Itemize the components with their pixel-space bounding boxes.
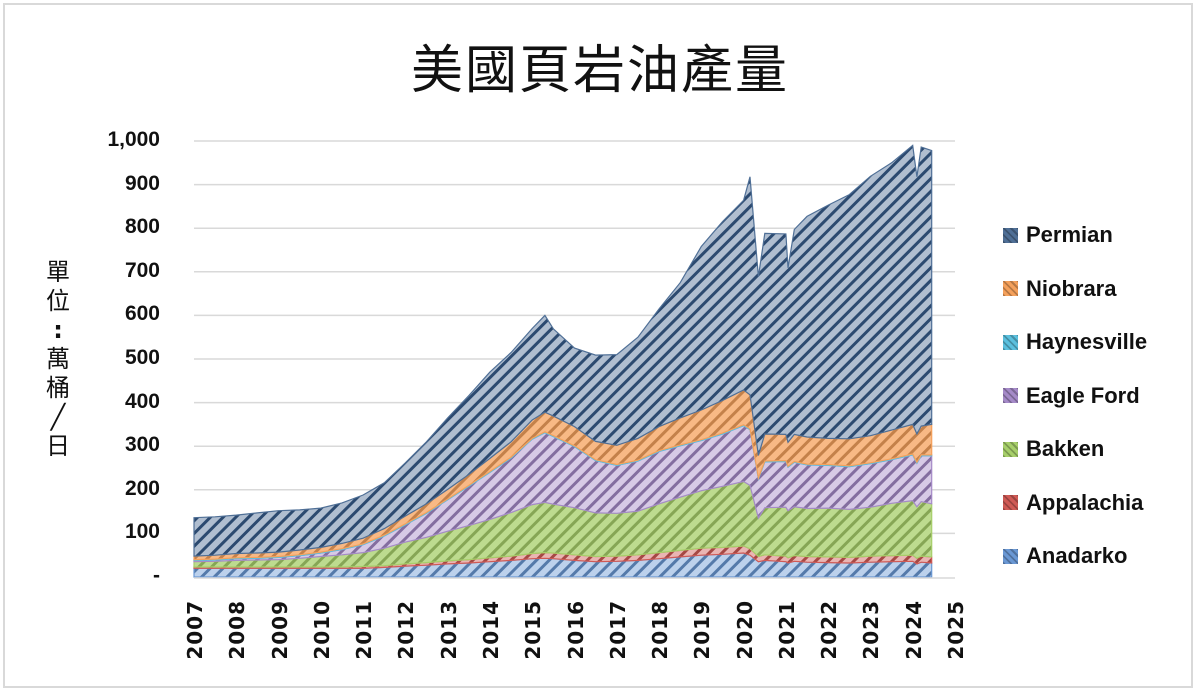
legend-item-appalachia: Appalachia xyxy=(1003,490,1143,516)
legend-swatch-icon xyxy=(1003,548,1018,564)
legend-swatch-icon xyxy=(1003,495,1018,510)
y-tick-label: 300 xyxy=(124,433,160,457)
y-tick-label: - xyxy=(153,564,160,587)
legend-label: Appalachia xyxy=(1026,489,1144,515)
chart-title: 美國頁岩油產量 xyxy=(410,41,789,101)
legend-item-bakken: Bakken xyxy=(1003,436,1104,462)
legend-item-haynesville: Haynesville xyxy=(1003,329,1147,355)
area-permian xyxy=(193,144,933,557)
legend-swatch-icon xyxy=(1003,334,1018,350)
legend-swatch-icon xyxy=(1003,441,1018,457)
legend-swatch-icon xyxy=(1003,388,1018,403)
y-tick-label: 200 xyxy=(124,476,160,500)
legend-swatch-icon xyxy=(1003,281,1018,296)
legend-label: Niobrara xyxy=(1026,275,1117,301)
legend-item-permian: Permian xyxy=(1003,222,1113,248)
y-tick-label: 700 xyxy=(124,258,160,282)
legend-label: Permian xyxy=(1026,222,1113,247)
legend-label: Anadarko xyxy=(1026,543,1128,568)
legend-label: Bakken xyxy=(1026,436,1105,461)
legend-label: Haynesville xyxy=(1026,329,1148,354)
y-tick-label: 100 xyxy=(124,520,160,544)
y-tick-label: 1,000 xyxy=(107,128,160,151)
y-tick-label: 500 xyxy=(124,346,160,369)
legend-item-eagle-ford: Eagle Ford xyxy=(1003,383,1140,409)
legend-swatch-icon xyxy=(1003,227,1018,243)
y-tick-label: 800 xyxy=(124,215,160,239)
y-tick-label: 400 xyxy=(124,389,160,413)
legend-item-niobrara: Niobrara xyxy=(1003,276,1116,302)
legend-item-anadarko: Anadarko xyxy=(1003,543,1127,569)
legend-label: Eagle Ford xyxy=(1026,382,1140,408)
stacked-areas xyxy=(193,144,933,578)
y-axis-label: 單位: 萬桶 ╱ 日 xyxy=(46,258,70,460)
y-tick-label: 900 xyxy=(124,171,160,195)
y-tick-label: 600 xyxy=(124,302,160,326)
